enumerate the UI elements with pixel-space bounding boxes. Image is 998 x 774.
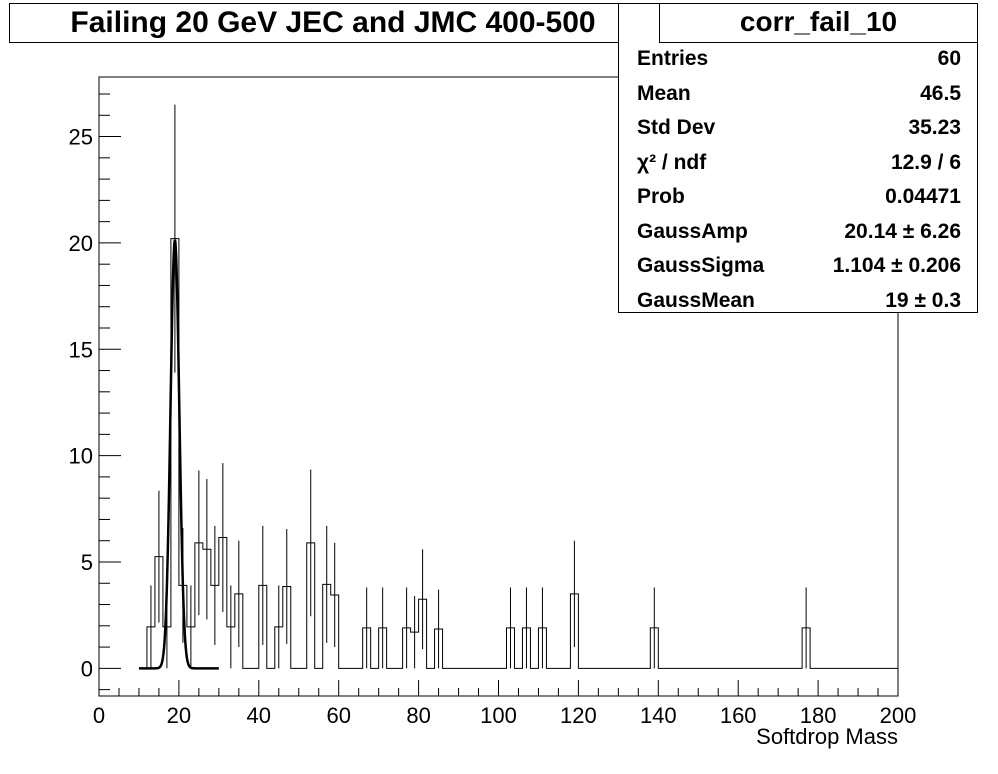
x-tick-label: 100 — [480, 703, 517, 728]
x-tick-label: 20 — [167, 703, 191, 728]
stat-value: 60 — [937, 47, 961, 70]
stat-key: GaussSigma — [637, 254, 765, 277]
y-tick-label: 15 — [69, 337, 93, 362]
stat-key: GaussMean — [637, 288, 755, 312]
stat-key: Std Dev — [637, 116, 716, 139]
error-bars — [150, 104, 807, 669]
x-axis: 0 20 40 60 80 100 120 140 160 180 200 — [93, 680, 916, 728]
stat-value: 1.104 ± 0.206 — [832, 254, 961, 277]
x-tick-label: 200 — [880, 703, 917, 728]
stat-value: 46.5 — [920, 81, 961, 105]
y-tick-label: 25 — [69, 125, 93, 150]
stat-row: GaussMean 19 ± 0.3 — [637, 284, 961, 318]
stat-value: 19 ± 0.3 — [885, 288, 961, 312]
stat-value: 20.14 ± 6.26 — [844, 219, 961, 243]
x-tick-label: 0 — [93, 703, 105, 728]
x-tick-label: 60 — [326, 703, 350, 728]
x-tick-label: 40 — [247, 703, 271, 728]
x-tick-label: 80 — [406, 703, 430, 728]
x-tick-label: 140 — [640, 703, 677, 728]
stat-value: 0.04471 — [885, 185, 961, 208]
stat-row: Std Dev 35.23 — [637, 111, 961, 145]
gauss-fit-curve — [138, 239, 219, 670]
y-tick-label: 5 — [81, 550, 93, 575]
stat-key: GaussAmp — [637, 219, 748, 243]
stat-value: 35.23 — [908, 116, 961, 139]
stat-row: Mean 46.5 — [637, 77, 961, 111]
y-tick-label: 10 — [69, 444, 93, 469]
y-axis: 0 5 10 15 20 25 — [69, 93, 121, 691]
x-axis-title: Softdrop Mass — [756, 724, 898, 749]
stat-row: Entries 60 — [637, 42, 961, 76]
y-tick-label: 0 — [81, 656, 93, 681]
histogram-outline — [138, 238, 898, 669]
x-tick-label: 180 — [800, 703, 837, 728]
y-tick-label: 20 — [69, 231, 93, 256]
x-tick-label: 160 — [720, 703, 757, 728]
stat-row: GaussSigma 1.104 ± 0.206 — [637, 249, 961, 283]
x-tick-label: 120 — [560, 703, 597, 728]
stat-row: χ² / ndf 12.9 / 6 — [637, 146, 961, 180]
stat-value: 12.9 / 6 — [890, 150, 961, 174]
histogram-bins — [138, 238, 898, 669]
stats-box: corr_fail_10 Entries 60 Mean 46.5 Std Dev 35.… — [618, 3, 978, 313]
stat-key: Mean — [637, 81, 691, 105]
stat-key: Entries — [637, 47, 709, 70]
stat-row: GaussAmp 20.14 ± 6.26 — [637, 215, 961, 249]
stat-key: Prob — [637, 185, 685, 208]
stat-row: Prob 0.04471 — [637, 180, 961, 214]
stats-name: corr_fail_10 — [659, 4, 977, 43]
plot-title: Failing 20 GeV JEC and JMC 400-500 — [9, 3, 657, 43]
stat-key: χ² / ndf — [637, 150, 707, 174]
